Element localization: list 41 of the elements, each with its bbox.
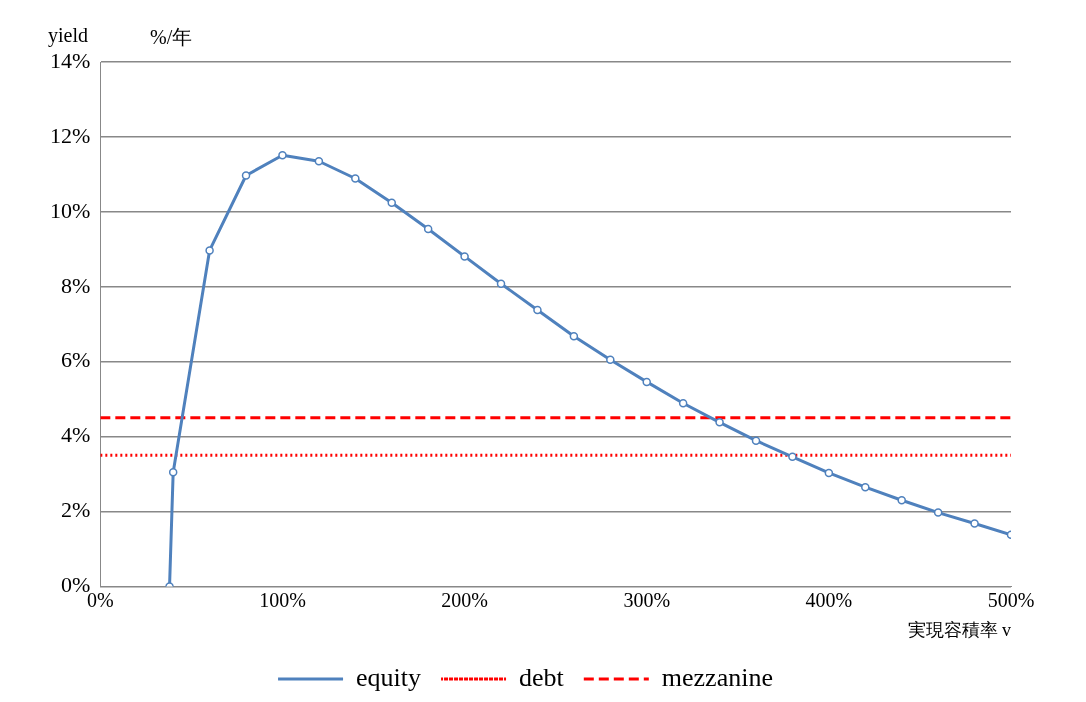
y-tick-label: 6% xyxy=(61,347,91,373)
y-tick-label: 4% xyxy=(61,422,91,448)
y-tick-label: 14% xyxy=(50,47,91,73)
legend-label: mezzanine xyxy=(661,662,773,692)
point xyxy=(496,279,506,288)
point xyxy=(897,496,906,505)
x-axis-title: 実現容積率 v xyxy=(907,619,1011,640)
point xyxy=(861,482,870,492)
point xyxy=(351,174,360,183)
point xyxy=(678,398,688,408)
point xyxy=(168,467,178,477)
text: %/年 xyxy=(150,25,193,50)
point xyxy=(751,436,761,445)
point xyxy=(569,331,579,341)
y-axis-title: yield xyxy=(48,24,88,47)
point xyxy=(241,171,251,180)
point xyxy=(460,252,469,261)
point xyxy=(205,246,214,255)
y-tick-label: 12% xyxy=(50,122,91,148)
x-tick-label: 300% xyxy=(623,588,671,611)
point xyxy=(970,519,979,528)
x-tick-label: 100% xyxy=(259,588,306,611)
point xyxy=(715,418,724,427)
point xyxy=(824,468,834,478)
point xyxy=(642,377,651,387)
point xyxy=(533,305,542,315)
legend-label: debt xyxy=(519,662,565,692)
y-tick-label: 8% xyxy=(61,272,91,298)
x-tick-label: 400% xyxy=(805,588,853,611)
point xyxy=(314,157,324,166)
point xyxy=(423,224,433,234)
point xyxy=(278,151,287,160)
point xyxy=(933,508,943,517)
x-tick-label: 500% xyxy=(987,588,1035,611)
point xyxy=(606,355,615,365)
legend-label: equity xyxy=(356,662,422,692)
x-tick-label: 200% xyxy=(441,588,488,611)
point xyxy=(387,198,396,208)
y-tick-label: 2% xyxy=(61,497,91,523)
y-tick-label: 10% xyxy=(50,197,91,223)
point xyxy=(788,452,797,462)
